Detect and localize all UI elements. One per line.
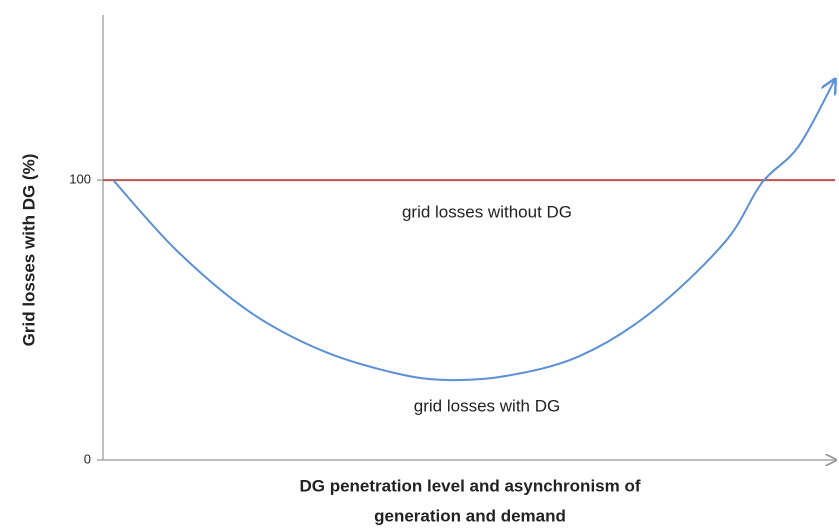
y-tick-label: 100 (69, 172, 91, 187)
y-tick-label: 0 (84, 451, 91, 466)
annotation: grid losses without DG (402, 202, 572, 221)
y-axis-label: Grid losses with DG (%) (19, 154, 38, 347)
x-axis-label: DG penetration level and asynchronism of (299, 476, 640, 495)
annotation: grid losses with DG (414, 396, 560, 415)
x-axis-label: generation and demand (374, 506, 566, 525)
line-series (112, 79, 835, 382)
